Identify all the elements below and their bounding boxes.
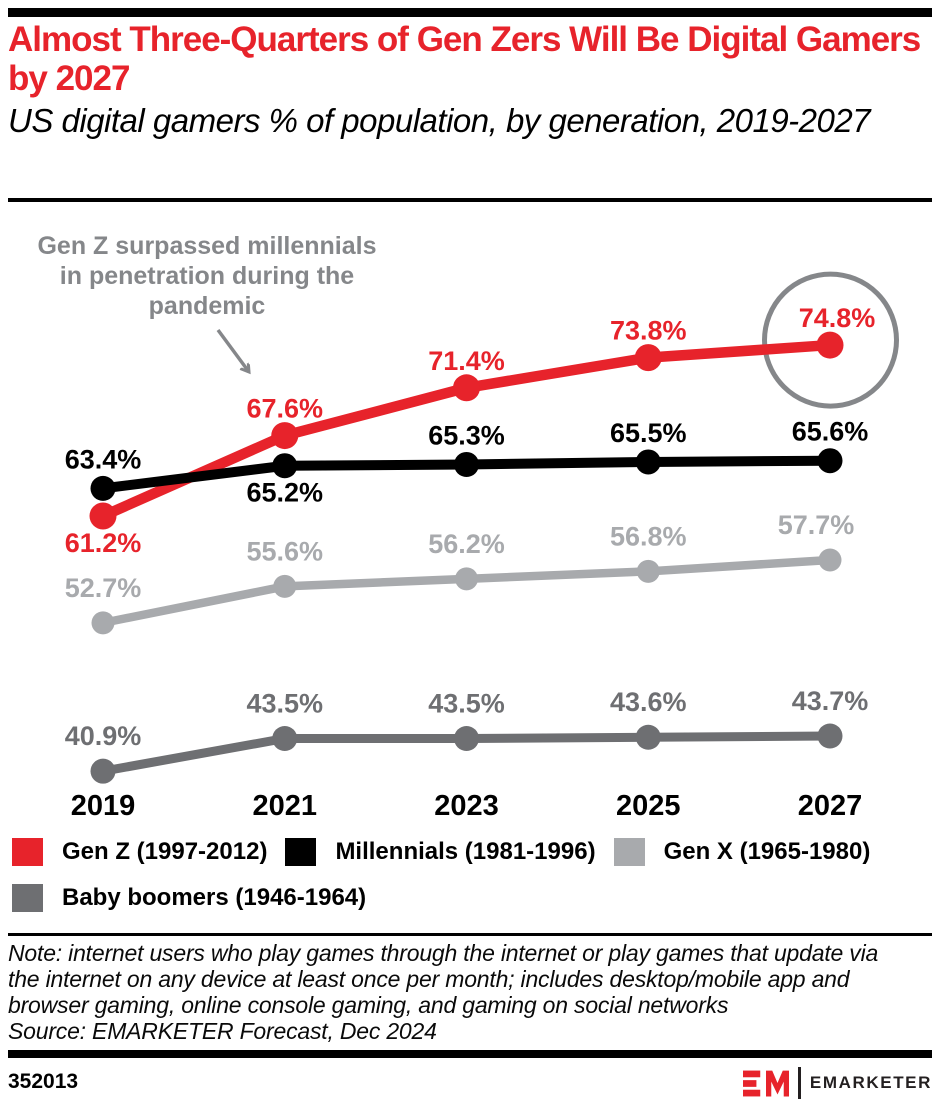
note-block: Note: internet users who play games thro… <box>8 940 896 1044</box>
data-point <box>636 559 660 583</box>
data-label: 65.5% <box>610 418 687 448</box>
data-point <box>635 724 661 750</box>
data-point <box>454 451 479 477</box>
data-point <box>271 422 299 450</box>
chart-id: 352013 <box>8 1070 79 1093</box>
legend-label: Gen X (1965-1980) <box>663 837 871 865</box>
data-label: 65.2% <box>246 478 323 508</box>
data-point <box>273 574 297 598</box>
legend-item: Baby boomers (1946-1964) <box>12 883 366 912</box>
legend-item: Gen Z (1997-2012) <box>12 837 267 866</box>
chart-title: Almost Three-Quarters of Gen Zers Will B… <box>8 20 921 99</box>
annotation-arrow-icon <box>216 328 249 372</box>
legend-label: Baby boomers (1946-1964) <box>62 883 367 911</box>
data-point <box>272 726 298 752</box>
data-point <box>817 723 843 749</box>
data-point <box>634 344 662 372</box>
header-divider <box>8 198 932 202</box>
footer-divider <box>8 1050 932 1058</box>
x-axis-label: 2023 <box>434 790 499 822</box>
data-point <box>635 449 661 475</box>
line-chart: 61.2% 67.6% 71.4% 73.8% 74.8% 63.4% 65.2% 65.3%… <box>65 271 899 822</box>
x-axis-label: 2021 <box>252 790 317 822</box>
data-point <box>91 611 115 635</box>
data-label: 57.7% <box>778 510 855 540</box>
data-label: 43.5% <box>428 689 505 719</box>
data-label: 71.4% <box>428 346 505 376</box>
data-point <box>816 331 844 359</box>
legend-swatch-icon <box>12 883 43 912</box>
emarketer-logo: EMARKETER <box>742 1066 932 1100</box>
data-label: 43.5% <box>246 689 323 719</box>
legend-item: Millennials (1981-1996) <box>285 837 596 866</box>
data-label: 55.6% <box>246 536 323 566</box>
top-bar <box>8 8 932 17</box>
data-label: 61.2% <box>65 528 142 558</box>
legend-swatch-icon <box>285 837 317 866</box>
chart-note: Note: internet users who play games thro… <box>8 940 879 1018</box>
data-label: 56.2% <box>428 529 505 559</box>
data-point <box>272 453 298 479</box>
logo-divider <box>797 1067 801 1099</box>
data-label: 65.3% <box>428 420 505 450</box>
data-label: 63.4% <box>65 444 142 474</box>
legend-item: Gen X (1965-1980) <box>613 837 871 866</box>
data-label: 43.7% <box>792 686 869 716</box>
note-divider <box>8 933 932 936</box>
data-point <box>90 475 116 501</box>
data-point <box>817 448 843 474</box>
data-label: 56.8% <box>610 521 687 551</box>
data-point <box>89 502 117 530</box>
data-label: 43.6% <box>610 687 687 717</box>
chart-subtitle: US digital gamers % of population, by ge… <box>8 102 871 139</box>
emarketer-wordmark: EMARKETER <box>809 1073 932 1092</box>
annotation-line: pandemic <box>148 292 266 320</box>
x-axis-label: 2019 <box>71 790 136 822</box>
legend-swatch-icon <box>613 837 645 866</box>
data-point <box>818 548 842 572</box>
chart-source: Source: EMARKETER Forecast, Dec 2024 <box>8 1018 437 1044</box>
highlight-circle <box>762 271 899 409</box>
data-label: 40.9% <box>65 721 142 751</box>
data-label: 65.6% <box>792 417 869 447</box>
data-label: 67.6% <box>246 394 323 424</box>
x-axis-label: 2025 <box>616 790 681 822</box>
legend-swatch-icon <box>12 837 43 866</box>
data-label: 74.8% <box>799 303 876 333</box>
data-point <box>455 567 478 591</box>
data-label: 73.8% <box>610 316 687 346</box>
annotation-callout: Gen Z surpassed millennials in penetratio… <box>8 231 406 321</box>
annotation-line: in penetration during the <box>59 262 355 290</box>
chart-legend: Gen Z (1997-2012) Millennials (1981-1996)… <box>12 837 934 912</box>
data-point <box>453 374 480 402</box>
em-logo-mark-icon <box>742 1070 789 1096</box>
x-axis-label: 2027 <box>798 790 863 822</box>
data-label: 52.7% <box>65 573 142 603</box>
legend-label: Millennials (1981-1996) <box>335 837 596 865</box>
data-point <box>454 726 479 752</box>
data-point <box>90 758 116 784</box>
legend-label: Gen Z (1997-2012) <box>62 837 268 865</box>
annotation-line: Gen Z surpassed millennials <box>37 232 377 260</box>
